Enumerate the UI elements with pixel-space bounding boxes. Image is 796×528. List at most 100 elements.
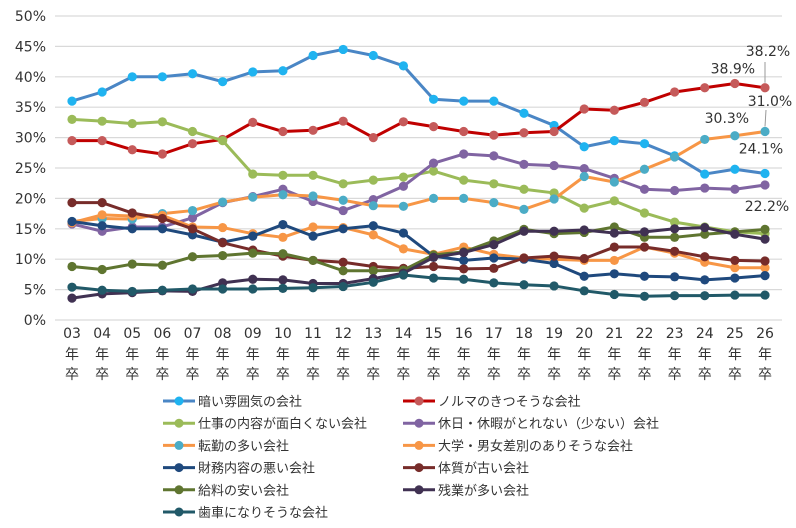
data-point bbox=[428, 158, 439, 168]
x-tick-suffix: 卒 bbox=[306, 367, 320, 383]
x-tick-label: 23 bbox=[666, 326, 684, 342]
x-tick-suffix: 卒 bbox=[457, 367, 471, 383]
data-point bbox=[398, 270, 409, 280]
y-tick-label: 35% bbox=[15, 100, 46, 116]
data-point bbox=[338, 205, 348, 216]
data-point bbox=[398, 244, 409, 254]
data-point bbox=[760, 256, 770, 266]
series-line bbox=[71, 225, 766, 273]
x-tick-suffix: 卒 bbox=[216, 367, 230, 383]
x-tick-label: 19 bbox=[545, 326, 563, 342]
x-tick-suffix: 卒 bbox=[427, 367, 441, 383]
x-tick-suffix: 年 bbox=[396, 347, 410, 363]
legend-item: ノルマのきつそうな会社 bbox=[403, 394, 581, 410]
data-point bbox=[700, 252, 710, 262]
x-tick-suffix: 年 bbox=[637, 347, 651, 363]
data-point bbox=[248, 117, 258, 127]
data-point bbox=[670, 87, 680, 97]
series-6 bbox=[67, 216, 770, 285]
x-tick-label: 22 bbox=[636, 326, 654, 342]
x-tick-label: 11 bbox=[304, 326, 322, 342]
data-point bbox=[459, 149, 469, 159]
data-label: 31.0% bbox=[748, 94, 792, 110]
x-tick-suffix: 年 bbox=[155, 347, 169, 363]
data-point bbox=[248, 169, 258, 179]
data-point bbox=[459, 255, 469, 266]
y-tick-label: 30% bbox=[15, 131, 46, 147]
x-tick-suffix: 卒 bbox=[758, 367, 772, 383]
data-point bbox=[338, 44, 348, 55]
data-label: 38.2% bbox=[746, 44, 790, 60]
data-point bbox=[489, 151, 499, 161]
legend-label: 転勤の多い会社 bbox=[198, 438, 289, 454]
data-point bbox=[187, 205, 198, 216]
data-point bbox=[127, 259, 137, 269]
data-point bbox=[67, 261, 77, 272]
y-tick-label: 20% bbox=[15, 191, 46, 207]
data-point bbox=[338, 116, 348, 126]
data-point bbox=[670, 232, 680, 242]
data-point bbox=[368, 277, 378, 287]
data-point bbox=[670, 185, 680, 196]
x-tick-suffix: 年 bbox=[668, 347, 682, 363]
x-tick-suffix: 年 bbox=[366, 347, 380, 363]
x-tick-suffix: 年 bbox=[547, 347, 561, 363]
data-point bbox=[368, 230, 378, 240]
data-point bbox=[459, 96, 469, 106]
data-point bbox=[519, 128, 529, 138]
data-point bbox=[368, 133, 378, 143]
x-tick-suffix: 年 bbox=[246, 347, 260, 363]
data-point bbox=[157, 149, 167, 159]
data-point bbox=[157, 72, 167, 82]
data-point bbox=[67, 216, 77, 227]
data-point bbox=[700, 291, 710, 301]
data-point bbox=[338, 266, 348, 276]
x-tick-suffix: 卒 bbox=[668, 367, 682, 383]
data-point bbox=[278, 126, 288, 137]
data-point bbox=[278, 283, 288, 293]
x-tick-suffix: 年 bbox=[728, 347, 742, 363]
data-point bbox=[639, 164, 650, 174]
data-point bbox=[639, 139, 650, 149]
series-line bbox=[71, 226, 766, 300]
data-point bbox=[579, 171, 589, 182]
data-point bbox=[760, 126, 770, 137]
data-point bbox=[670, 224, 680, 234]
series-line bbox=[72, 201, 766, 271]
data-point bbox=[489, 130, 499, 140]
data-point bbox=[459, 274, 469, 284]
data-point bbox=[187, 213, 198, 223]
data-point bbox=[157, 117, 167, 127]
data-point bbox=[639, 208, 650, 218]
data-point bbox=[459, 126, 469, 137]
data-point bbox=[549, 258, 559, 269]
legend-item: 給料の安い会社 bbox=[163, 483, 289, 499]
data-point bbox=[730, 184, 740, 194]
series-10 bbox=[67, 270, 770, 301]
x-tick-label: 07 bbox=[184, 326, 202, 342]
data-point bbox=[730, 255, 740, 266]
x-tick-suffix: 卒 bbox=[186, 367, 200, 383]
data-point bbox=[549, 251, 559, 261]
data-point bbox=[308, 222, 318, 232]
data-point bbox=[97, 198, 107, 208]
data-point bbox=[700, 275, 710, 285]
legend-marker bbox=[174, 463, 184, 473]
data-point bbox=[760, 290, 770, 300]
data-point bbox=[760, 168, 770, 179]
data-point bbox=[579, 253, 589, 264]
data-point bbox=[609, 242, 619, 252]
data-point bbox=[368, 50, 378, 61]
x-tick-suffix: 卒 bbox=[125, 367, 139, 383]
data-point bbox=[519, 159, 529, 169]
data-point bbox=[489, 96, 499, 106]
legend-marker bbox=[414, 485, 424, 495]
data-point bbox=[127, 208, 137, 218]
data-point bbox=[368, 175, 378, 185]
data-point bbox=[549, 226, 559, 236]
data-point bbox=[760, 234, 770, 244]
series-1 bbox=[67, 78, 770, 159]
legend-marker bbox=[174, 507, 184, 517]
data-point bbox=[700, 83, 710, 93]
data-point bbox=[609, 269, 619, 279]
